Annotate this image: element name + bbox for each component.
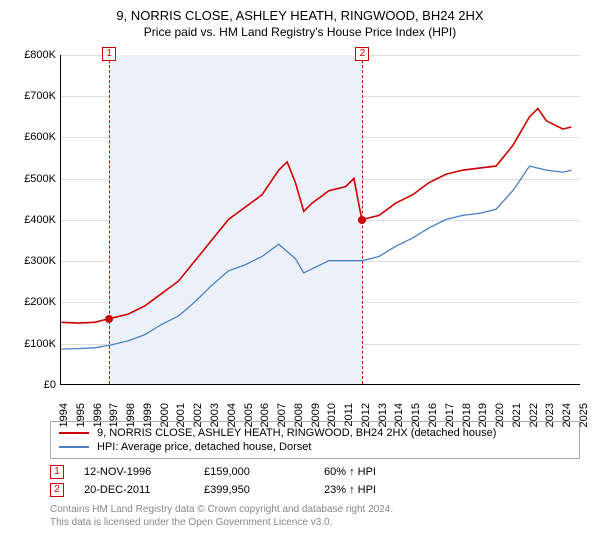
x-tick-label: 2024 [561,403,573,427]
chart-marker: 1 [102,47,116,61]
x-tick-label: 2014 [393,403,405,427]
x-tick-label: 2022 [528,403,540,427]
footer: Contains HM Land Registry data © Crown c… [50,503,580,529]
x-tick-label: 2000 [159,403,171,427]
chart-title: 9, NORRIS CLOSE, ASHLEY HEATH, RINGWOOD,… [10,8,590,25]
x-tick-label: 2025 [578,403,590,427]
x-tick-label: 2010 [326,403,338,427]
x-tick-label: 2017 [444,403,456,427]
x-tick-label: 2006 [259,403,271,427]
x-tick-label: 2013 [377,403,389,427]
chart-marker: 2 [355,47,369,61]
x-tick-label: 1997 [108,403,120,427]
sale-row: 1 12-NOV-1996 £159,000 60% ↑ HPI [50,463,580,481]
y-tick-label: £400K [10,214,56,226]
legend-item-price: 9, NORRIS CLOSE, ASHLEY HEATH, RINGWOOD,… [59,426,571,440]
y-tick-label: £100K [10,338,56,350]
x-tick-label: 1998 [125,403,137,427]
sale-price: £399,950 [204,484,304,496]
x-tick-label: 2011 [343,403,355,427]
x-tick-label: 2003 [209,403,221,427]
x-tick-label: 2012 [360,403,372,427]
x-tick-label: 2007 [276,403,288,427]
y-tick-label: £600K [10,131,56,143]
legend-label-hpi: HPI: Average price, detached house, Dors… [97,441,311,453]
x-tick-label: 2005 [243,403,255,427]
x-tick-label: 1999 [142,403,154,427]
x-tick-label: 1995 [75,403,87,427]
chart-subtitle: Price paid vs. HM Land Registry's House … [10,25,590,39]
sale-delta: 60% ↑ HPI [324,466,424,478]
legend-swatch-hpi [59,446,89,448]
legend-label-price: 9, NORRIS CLOSE, ASHLEY HEATH, RINGWOOD,… [97,427,496,439]
x-tick-label: 1996 [92,403,104,427]
sale-date: 12-NOV-1996 [84,466,184,478]
sales-table: 1 12-NOV-1996 £159,000 60% ↑ HPI 2 20-DEC-201… [50,463,580,499]
sale-row: 2 20-DEC-2011 £399,950 23% ↑ HPI [50,481,580,499]
legend-swatch-price [59,432,89,434]
x-tick-label: 2016 [427,403,439,427]
x-tick-label: 2009 [310,403,322,427]
x-tick-label: 2008 [293,403,305,427]
y-tick-label: £0 [10,379,56,391]
y-tick-label: £800K [10,49,56,61]
x-tick-label: 2002 [192,403,204,427]
x-tick-label: 1994 [58,403,70,427]
sale-marker: 2 [50,483,64,497]
x-tick-label: 2023 [544,403,556,427]
y-tick-label: £700K [10,90,56,102]
chart-container: 9, NORRIS CLOSE, ASHLEY HEATH, RINGWOOD,… [0,0,600,560]
plot-area: 12 [60,55,580,385]
sale-date: 20-DEC-2011 [84,484,184,496]
x-tick-label: 2004 [226,403,238,427]
line-svg [61,55,580,384]
y-tick-label: £300K [10,255,56,267]
footer-license: This data is licensed under the Open Gov… [50,516,580,529]
x-tick-label: 2019 [477,403,489,427]
x-tick-label: 2001 [175,403,187,427]
x-tick-label: 2015 [410,403,422,427]
y-tick-label: £200K [10,296,56,308]
chart-area: 12 £0£100K£200K£300K£400K£500K£600K£700K… [10,45,590,415]
legend-item-hpi: HPI: Average price, detached house, Dors… [59,440,571,454]
y-tick-label: £500K [10,173,56,185]
x-tick-label: 2018 [461,403,473,427]
sale-marker: 1 [50,465,64,479]
sale-delta: 23% ↑ HPI [324,484,424,496]
sale-price: £159,000 [204,466,304,478]
footer-copyright: Contains HM Land Registry data © Crown c… [50,503,580,516]
x-tick-label: 2021 [511,403,523,427]
x-tick-label: 2020 [494,403,506,427]
